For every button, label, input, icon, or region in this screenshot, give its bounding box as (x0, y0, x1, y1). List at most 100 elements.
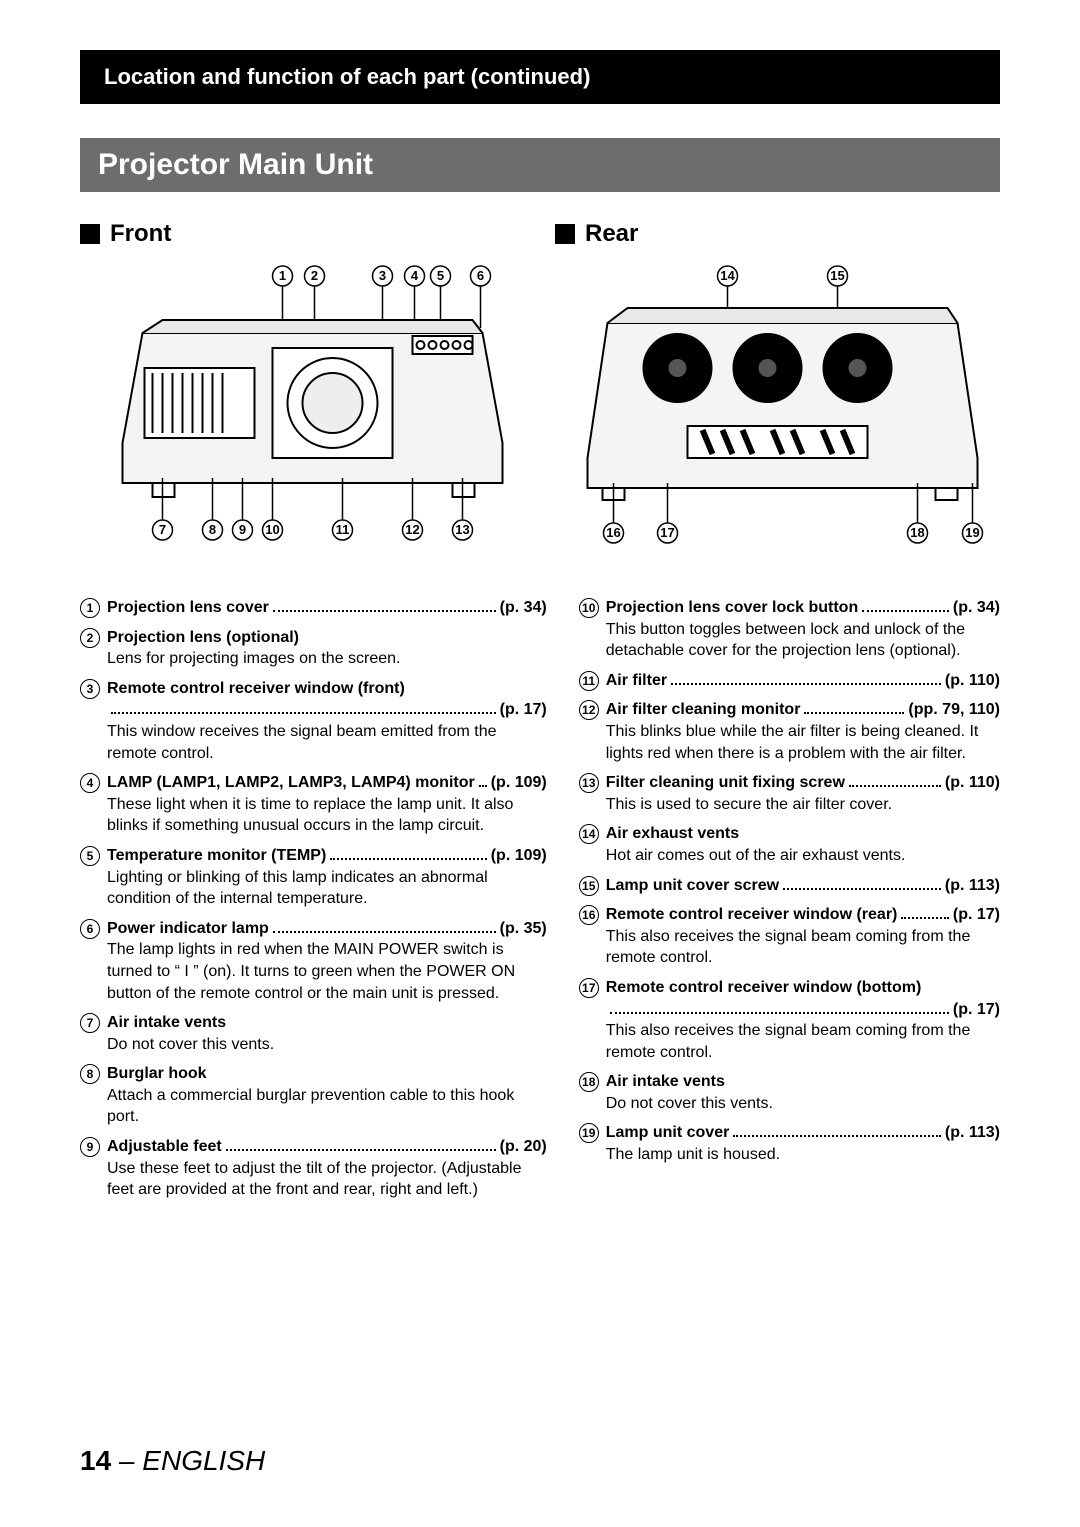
leader-dots (804, 702, 904, 715)
svg-text:10: 10 (265, 522, 279, 537)
views-row: Front 123456 (80, 220, 1000, 553)
item-title: Projection lens (optional) (107, 627, 299, 649)
list-item: 13Filter cleaning unit fixing screw(p. 1… (579, 772, 1000, 815)
page-ref: (p. 17) (953, 999, 1000, 1021)
list-item: 1Projection lens cover(p. 34) (80, 597, 547, 619)
svg-text:7: 7 (159, 522, 166, 537)
list-item: 14 Air exhaust ventsHot air comes out of … (579, 823, 1000, 866)
list-item: 3 Remote control receiver window (front) (… (80, 678, 547, 764)
leader-dots (330, 847, 486, 860)
item-number-icon: 7 (80, 1013, 100, 1033)
leader-dots (273, 920, 496, 933)
item-body: Lens for projecting images on the screen… (107, 648, 547, 670)
item-number-icon: 15 (579, 876, 599, 896)
svg-text:1: 1 (279, 268, 286, 283)
page-ref: (p. 109) (491, 772, 547, 794)
item-title: Lamp unit cover (606, 1122, 730, 1144)
item-title-row: 17Remote control receiver window (bottom… (579, 977, 1000, 999)
rear-diagram: 1415 16171 (555, 258, 1000, 548)
leader-dots (610, 1001, 949, 1014)
item-title: Temperature monitor (TEMP) (107, 845, 326, 867)
leader-dots (783, 877, 941, 890)
page-footer: 14 – ENGLISH (80, 1445, 265, 1477)
item-body: Do not cover this vents. (107, 1034, 547, 1056)
item-title: Burglar hook (107, 1063, 207, 1085)
list-item: 9Adjustable feet(p. 20)Use these feet to… (80, 1136, 547, 1201)
item-title-row: 8 Burglar hook (80, 1063, 547, 1085)
list-item: 10Projection lens cover lock button(p. 3… (579, 597, 1000, 662)
item-title-row: 7 Air intake vents (80, 1012, 547, 1034)
item-title-row: 4LAMP (LAMP1, LAMP2, LAMP3, LAMP4) monit… (80, 772, 547, 794)
item-title-row: 13Filter cleaning unit fixing screw(p. 1… (579, 772, 1000, 794)
item-title: Remote control receiver window (front) (107, 678, 405, 700)
leader-dots (849, 774, 941, 787)
item-number-icon: 14 (579, 824, 599, 844)
svg-text:8: 8 (209, 522, 216, 537)
svg-text:9: 9 (239, 522, 246, 537)
item-title: Air exhaust vents (606, 823, 739, 845)
list-item: 19Lamp unit cover(p. 113)The lamp unit i… (579, 1122, 1000, 1165)
item-body: Use these feet to adjust the tilt of the… (107, 1158, 547, 1201)
page-ref: (p. 34) (500, 597, 547, 619)
item-title: Projection lens cover (107, 597, 269, 619)
item-title: Power indicator lamp (107, 918, 269, 940)
item-number-icon: 12 (579, 700, 599, 720)
leader-dots (273, 599, 496, 612)
item-number-icon: 3 (80, 679, 100, 699)
left-column: 1Projection lens cover(p. 34)2Projection… (80, 597, 547, 1209)
section-header: Projector Main Unit (80, 138, 1000, 192)
page-ref: (p. 34) (953, 597, 1000, 619)
item-number-icon: 18 (579, 1072, 599, 1092)
item-body: Hot air comes out of the air exhaust ven… (606, 845, 1000, 867)
item-title: LAMP (LAMP1, LAMP2, LAMP3, LAMP4) monito… (107, 772, 475, 794)
item-page-row: (p. 17) (107, 699, 547, 721)
item-number-icon: 19 (579, 1123, 599, 1143)
item-title: Air filter cleaning monitor (606, 699, 801, 721)
item-body: Attach a commercial burglar prevention c… (107, 1085, 547, 1128)
item-title: Remote control receiver window (rear) (606, 904, 898, 926)
svg-text:17: 17 (660, 525, 674, 540)
leader-dots (862, 599, 949, 612)
list-item: 12 Air filter cleaning monitor (pp. 79, 11… (579, 699, 1000, 764)
front-view-title: Front (80, 220, 525, 248)
page-ref: (p. 35) (500, 918, 547, 940)
item-title: Filter cleaning unit fixing screw (606, 772, 845, 794)
page-number: 14 (80, 1445, 111, 1476)
leader-dots (733, 1125, 941, 1138)
svg-text:13: 13 (455, 522, 469, 537)
item-number-icon: 10 (579, 598, 599, 618)
list-item: 4LAMP (LAMP1, LAMP2, LAMP3, LAMP4) monit… (80, 772, 547, 837)
svg-text:14: 14 (720, 268, 735, 283)
leader-dots (479, 774, 487, 787)
item-body: This blinks blue while the air filter is… (606, 721, 1000, 764)
chapter-header: Location and function of each part (cont… (80, 50, 1000, 104)
item-body: Do not cover this vents. (606, 1093, 1000, 1115)
leader-dots (226, 1138, 496, 1151)
list-item: 2 Projection lens (optional)Lens for proj… (80, 627, 547, 670)
page-ref: (pp. 79, 110) (908, 699, 1000, 721)
list-item: 8 Burglar hookAttach a commercial burglar… (80, 1063, 547, 1128)
front-diagram: 123456 7891 (80, 258, 525, 548)
svg-text:3: 3 (379, 268, 386, 283)
rear-label: Rear (585, 220, 638, 248)
page-ref: (p. 17) (500, 699, 547, 721)
item-title-row: 6Power indicator lamp(p. 35) (80, 918, 547, 940)
list-item: 15Lamp unit cover screw(p. 113) (579, 875, 1000, 897)
item-title-row: 15Lamp unit cover screw(p. 113) (579, 875, 1000, 897)
page-ref: (p. 110) (945, 772, 1000, 794)
svg-text:6: 6 (477, 268, 484, 283)
leader-dots (671, 672, 941, 685)
item-title: Air intake vents (107, 1012, 226, 1034)
item-title: Air intake vents (606, 1071, 725, 1093)
item-body: The lamp lights in red when the MAIN POW… (107, 939, 547, 1004)
item-number-icon: 11 (579, 671, 599, 691)
item-title-row: 16Remote control receiver window (rear)(… (579, 904, 1000, 926)
item-number-icon: 2 (80, 628, 100, 648)
list-item: 17Remote control receiver window (bottom… (579, 977, 1000, 1063)
item-body: Lighting or blinking of this lamp indica… (107, 867, 547, 910)
svg-text:16: 16 (606, 525, 620, 540)
item-title-row: 19Lamp unit cover(p. 113) (579, 1122, 1000, 1144)
item-number-icon: 8 (80, 1064, 100, 1084)
svg-text:19: 19 (965, 525, 979, 540)
item-title-row: 10Projection lens cover lock button(p. 3… (579, 597, 1000, 619)
